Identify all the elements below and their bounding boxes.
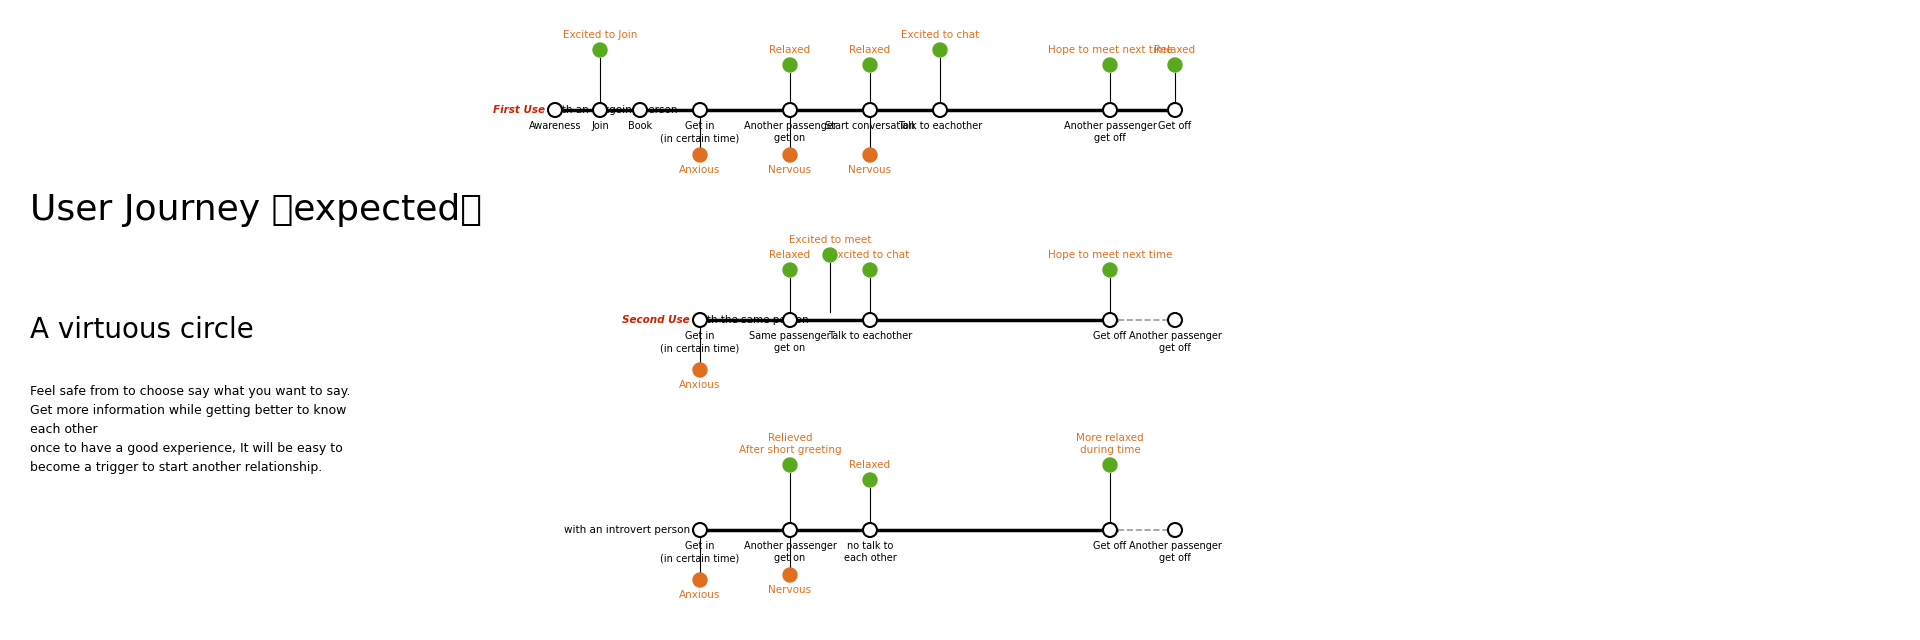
Circle shape — [783, 103, 797, 117]
Circle shape — [1102, 523, 1117, 537]
Circle shape — [862, 313, 877, 327]
Text: Same passenger
get on: Same passenger get on — [749, 331, 831, 353]
Text: Another passenger
get off: Another passenger get off — [1129, 331, 1221, 353]
Circle shape — [693, 103, 707, 117]
Circle shape — [1102, 103, 1117, 117]
Circle shape — [862, 103, 877, 117]
Text: A virtuous circle: A virtuous circle — [31, 316, 253, 344]
Circle shape — [1102, 458, 1117, 472]
Text: Hope to meet next time: Hope to meet next time — [1048, 250, 1173, 260]
Text: Anxious: Anxious — [680, 590, 720, 600]
Circle shape — [693, 573, 707, 587]
Text: Relaxed: Relaxed — [849, 45, 891, 55]
Text: with an introvert person: with an introvert person — [564, 525, 689, 535]
Circle shape — [1102, 263, 1117, 277]
Text: Relaxed: Relaxed — [1154, 45, 1196, 55]
Text: Join: Join — [591, 121, 609, 131]
Text: Another passenger
get on: Another passenger get on — [743, 541, 837, 563]
Circle shape — [824, 248, 837, 262]
Text: User Journey （expected）: User Journey （expected） — [31, 193, 482, 227]
Text: Anxious: Anxious — [680, 380, 720, 390]
Circle shape — [1167, 58, 1183, 72]
Text: Another passenger
get off: Another passenger get off — [1064, 121, 1156, 143]
Circle shape — [783, 148, 797, 162]
Circle shape — [862, 58, 877, 72]
Circle shape — [1167, 103, 1183, 117]
Text: Anxious: Anxious — [680, 165, 720, 175]
Text: Nervous: Nervous — [768, 165, 812, 175]
Circle shape — [593, 43, 607, 57]
Circle shape — [1167, 523, 1183, 537]
Text: Nervous: Nervous — [849, 165, 891, 175]
Circle shape — [783, 313, 797, 327]
Text: More relaxed
during time: More relaxed during time — [1077, 433, 1144, 455]
Text: Get in
(in certain time): Get in (in certain time) — [660, 331, 739, 353]
Text: Get in
(in certain time): Get in (in certain time) — [660, 541, 739, 563]
Circle shape — [1102, 58, 1117, 72]
Text: Hope to meet next time: Hope to meet next time — [1048, 45, 1173, 55]
Text: Excited to Join: Excited to Join — [563, 30, 637, 40]
Circle shape — [783, 568, 797, 582]
Text: First Use: First Use — [493, 105, 545, 115]
Circle shape — [783, 458, 797, 472]
Text: no talk to
each other: no talk to each other — [843, 541, 897, 563]
Circle shape — [862, 473, 877, 487]
Circle shape — [693, 313, 707, 327]
Text: Relaxed: Relaxed — [770, 45, 810, 55]
Circle shape — [862, 148, 877, 162]
Circle shape — [1167, 313, 1183, 327]
Text: Excited to meet: Excited to meet — [789, 235, 872, 245]
Text: with an outgoing person: with an outgoing person — [547, 105, 678, 115]
Text: Excited to chat: Excited to chat — [900, 30, 979, 40]
Text: Another passenger
get on: Another passenger get on — [743, 121, 837, 143]
Text: with the same person: with the same person — [691, 315, 808, 325]
Text: Feel safe from to choose say what you want to say.
Get more information while ge: Feel safe from to choose say what you wa… — [31, 385, 349, 474]
Circle shape — [783, 263, 797, 277]
Text: Start conversation: Start conversation — [826, 121, 916, 131]
Text: Another passenger
get off: Another passenger get off — [1129, 541, 1221, 563]
Text: Get off: Get off — [1092, 331, 1127, 341]
Text: Book: Book — [628, 121, 653, 131]
Circle shape — [783, 58, 797, 72]
Text: Excited to chat: Excited to chat — [831, 250, 910, 260]
Circle shape — [933, 103, 947, 117]
Circle shape — [693, 523, 707, 537]
Circle shape — [693, 363, 707, 377]
Text: Get off: Get off — [1158, 121, 1192, 131]
Text: Second Use: Second Use — [622, 315, 689, 325]
Circle shape — [862, 263, 877, 277]
Text: Relieved
After short greeting: Relieved After short greeting — [739, 433, 841, 455]
Text: Talk to eachother: Talk to eachother — [899, 121, 983, 131]
Text: Get off: Get off — [1092, 541, 1127, 551]
Circle shape — [634, 103, 647, 117]
Text: Awareness: Awareness — [528, 121, 582, 131]
Text: Get in
(in certain time): Get in (in certain time) — [660, 121, 739, 143]
Circle shape — [783, 523, 797, 537]
Circle shape — [933, 43, 947, 57]
Text: Nervous: Nervous — [768, 585, 812, 595]
Text: Relaxed: Relaxed — [770, 250, 810, 260]
Circle shape — [693, 148, 707, 162]
Text: Relaxed: Relaxed — [849, 460, 891, 470]
Circle shape — [547, 103, 563, 117]
Circle shape — [1102, 313, 1117, 327]
Circle shape — [593, 103, 607, 117]
Circle shape — [862, 523, 877, 537]
Text: Talk to eachother: Talk to eachother — [828, 331, 912, 341]
